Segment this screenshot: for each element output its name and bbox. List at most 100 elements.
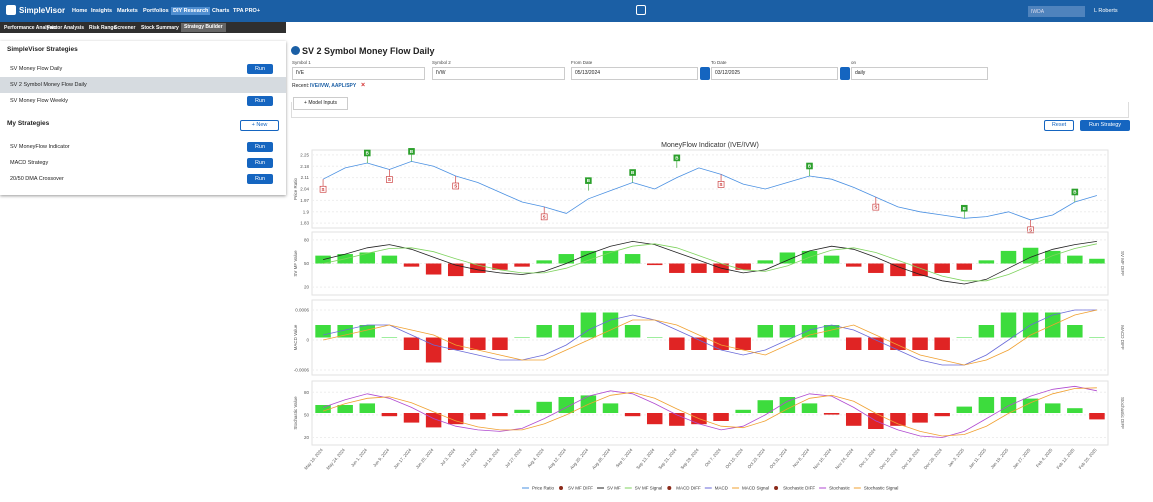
run-button[interactable]: Run: [247, 174, 273, 184]
signal-label: B: [963, 206, 967, 211]
strategy-row[interactable]: MACD Strategy Run: [0, 155, 286, 171]
field-input[interactable]: 03/12/2025: [711, 67, 838, 80]
y-tick-label: 1.9: [303, 209, 310, 214]
diff-bar: [602, 312, 619, 338]
signal-label: B: [1073, 190, 1077, 195]
diff-bar: [646, 263, 663, 266]
nav-item[interactable]: Insights: [91, 8, 113, 14]
strategy-row[interactable]: SV 2 Symbol Money Flow Daily: [0, 77, 286, 93]
signal-label: B: [808, 164, 812, 169]
diff-bar: [779, 252, 796, 264]
signal-label: B: [587, 178, 591, 183]
new-button[interactable]: + New: [240, 120, 279, 131]
diff-bar: [956, 263, 973, 270]
diff-bar: [646, 337, 663, 338]
subnav-item[interactable]: Risk Range: [89, 25, 117, 31]
diff-bar: [845, 413, 862, 426]
calendar-button[interactable]: [840, 67, 850, 80]
nav-item[interactable]: Portfolios: [143, 8, 169, 14]
series-line: [322, 385, 1097, 438]
diff-bar: [1000, 397, 1017, 413]
y-tick-label: 50: [304, 412, 310, 417]
diff-bar: [735, 337, 751, 350]
inputs-panel: [291, 102, 1129, 118]
run-button[interactable]: Run: [247, 96, 273, 106]
user[interactable]: L Roberts: [1094, 8, 1118, 14]
y-tick-label: 0.0006: [295, 308, 309, 313]
nav-item[interactable]: TPA PRO+: [233, 8, 261, 14]
diff-bar: [580, 250, 597, 264]
signal-marker: [806, 162, 813, 170]
strategy-row[interactable]: SV Money Flow Daily Run: [0, 61, 286, 77]
diff-bar: [492, 413, 508, 417]
diff-bar: [381, 337, 398, 338]
diff-bar: [1089, 337, 1105, 338]
signal-marker: [717, 181, 725, 188]
diff-bar: [757, 400, 774, 413]
reset-button[interactable]: Reset: [1044, 120, 1074, 131]
x-tick-label: Sep 13, 2024: [635, 447, 656, 470]
x-tick-label: Jun 25, 2024: [415, 447, 435, 470]
field-input[interactable]: IVW: [432, 67, 565, 80]
field-label: on: [851, 60, 857, 65]
calendar-button[interactable]: [700, 67, 710, 80]
back-icon[interactable]: [291, 46, 300, 55]
x-tick-label: Sep 21, 2024: [657, 447, 678, 470]
diff-bar: [1000, 312, 1017, 338]
nav-item[interactable]: Markets: [117, 8, 138, 14]
legend-label: MACD Signal: [742, 486, 769, 491]
nav-item[interactable]: Charts: [212, 8, 230, 14]
subnav-item[interactable]: Screener: [114, 25, 136, 31]
diff-bar: [425, 263, 442, 275]
recent-link[interactable]: IVE/IVW, AAPL/SPY: [310, 83, 357, 89]
diff-bar: [713, 413, 729, 421]
field-label: Symbol 1: [292, 60, 311, 65]
subnav-item[interactable]: Strategy Builder: [181, 23, 226, 32]
search[interactable]: IWDA: [1028, 6, 1085, 17]
signal-label: S: [1029, 227, 1032, 232]
strategy-row[interactable]: 20/50 DMA Crossover Run: [0, 171, 286, 187]
diff-bar: [536, 401, 552, 413]
run-button[interactable]: Run: [247, 158, 273, 168]
legend-label: SV MF DIFF: [568, 486, 593, 491]
diff-bar: [447, 337, 464, 350]
recent-label: Recent:: [292, 83, 310, 89]
signal-marker: [452, 182, 460, 190]
y-tick-label: 20: [304, 285, 310, 290]
x-tick-label: Dec 2, 2024: [858, 447, 877, 468]
signal-label: B: [631, 170, 635, 175]
x-tick-label: Aug 4, 2024: [526, 447, 545, 468]
subnav-item[interactable]: Stock Summary: [141, 25, 179, 31]
diff-bar: [757, 260, 774, 264]
recent-clear[interactable]: ×: [361, 82, 366, 89]
run-button[interactable]: Run: [247, 64, 273, 74]
x-tick-label: Jan 11, 2025: [968, 447, 988, 469]
y2-axis-title: SV MF DIFF: [1120, 251, 1125, 276]
field-input[interactable]: IVE: [292, 67, 425, 80]
series-line: [323, 243, 1097, 282]
field-input[interactable]: 05/13/2024: [571, 67, 698, 80]
signal-label: S: [388, 177, 391, 182]
x-tick-label: May 16, 2024: [303, 447, 324, 471]
logo[interactable]: SimpleVisor: [19, 6, 66, 15]
x-tick-label: Aug 20, 2024: [569, 447, 590, 470]
nav-item[interactable]: DIY Research: [171, 7, 211, 15]
diff-bar: [381, 413, 398, 417]
chart-title: MoneyFlow Indicator (IVE/IVW): [661, 142, 759, 149]
nav-item[interactable]: Home: [72, 8, 88, 14]
y2-axis-title: MACD DIFF: [1120, 325, 1125, 350]
subnav-item[interactable]: Factor Analysis: [47, 25, 85, 31]
series-line: [323, 309, 1097, 366]
signal-marker: [408, 148, 415, 155]
diff-bar: [779, 397, 796, 413]
signal-marker: [1027, 226, 1034, 234]
diff-bar: [845, 337, 862, 350]
strategy-row[interactable]: SV Money Flow Weekly Run: [0, 93, 286, 109]
field-input[interactable]: daily: [851, 67, 988, 80]
strategy-row[interactable]: SV MoneyFlow Indicator Run: [0, 139, 286, 155]
subnav-item[interactable]: Performance Analysis: [4, 25, 57, 31]
run-strategy-button[interactable]: Run Strategy: [1080, 120, 1130, 131]
panel-frame: [311, 299, 1109, 376]
run-button[interactable]: Run: [247, 142, 273, 152]
model-inputs[interactable]: + Model Inputs: [293, 97, 348, 110]
